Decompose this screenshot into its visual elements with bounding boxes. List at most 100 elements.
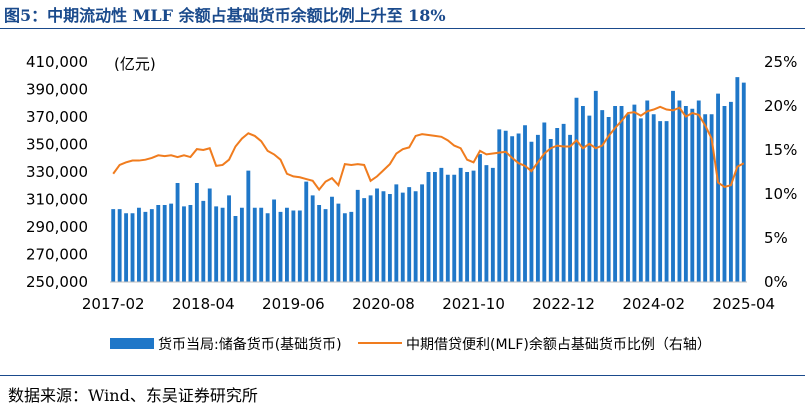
legend-line-label: 中期借贷便利(MLF)余额占基础货币比例（右轴）: [406, 336, 711, 353]
y-right-tick-label: 25%: [764, 53, 797, 71]
y-left-tick-label: 370,000: [26, 108, 88, 126]
bar: [304, 181, 309, 283]
bar: [542, 122, 547, 282]
x-tick-label: 2022-12: [532, 295, 595, 313]
bar: [182, 206, 186, 283]
bar: [387, 194, 392, 282]
bar: [220, 207, 225, 282]
bar: [716, 93, 720, 283]
bar: [703, 114, 708, 282]
bar: [162, 205, 167, 282]
bar: [156, 205, 161, 282]
bar: [458, 167, 463, 283]
bar: [638, 118, 643, 283]
bar: [439, 167, 444, 283]
bar: [593, 90, 598, 283]
bar: [535, 134, 540, 283]
bar: [580, 106, 585, 282]
bar: [587, 115, 592, 283]
bar: [696, 100, 701, 282]
bar: [664, 121, 669, 283]
bar: [323, 209, 328, 283]
bar: [529, 141, 534, 282]
x-tick-label: 2021-10: [442, 295, 505, 313]
mlf-chart: (亿元) 250,000 270,000 290,000 310,000 330,000…: [26, 53, 797, 353]
figure-title: 图5：中期流动性 MLF 余额占基础货币余额比例上升至 18%: [4, 6, 446, 25]
bar: [143, 211, 148, 283]
bar: [568, 134, 572, 283]
bar: [278, 211, 283, 283]
x-tick-label: 2018-04: [172, 295, 235, 313]
bar: [317, 205, 322, 282]
bar: [490, 167, 495, 283]
bar: [400, 192, 405, 283]
bar: [239, 207, 244, 282]
bar: [516, 133, 521, 282]
unit-label: (亿元): [114, 55, 156, 73]
bar: [233, 216, 238, 282]
bar: [613, 106, 618, 282]
bar: [169, 203, 174, 283]
bar: [503, 130, 508, 282]
legend-bar-label: 货币当局:储备货币(基础货币): [158, 336, 342, 353]
bar: [471, 170, 476, 283]
x-tick-label: 2020-08: [352, 295, 415, 313]
bar: [342, 213, 347, 282]
bar: [433, 172, 437, 282]
bar: [510, 136, 515, 282]
bar: [658, 121, 663, 283]
bar: [130, 213, 135, 282]
bar: [227, 195, 231, 283]
bar: [523, 125, 527, 282]
bar: [420, 184, 424, 283]
bar: [375, 188, 379, 282]
y-left-tick-label: 330,000: [26, 163, 88, 181]
bar: [394, 184, 399, 283]
y-right-tick-label: 0%: [764, 273, 788, 291]
x-tick-label: 2019-06: [262, 295, 325, 313]
bar: [645, 100, 650, 282]
bar: [426, 172, 431, 282]
y-left-tick-label: 410,000: [26, 53, 88, 71]
bar: [259, 207, 264, 282]
bar: [330, 196, 334, 282]
bar: [600, 110, 605, 283]
bar: [349, 211, 354, 283]
bar: [407, 187, 412, 283]
bar: [651, 114, 656, 282]
bar: [194, 183, 199, 282]
y-right-tick-label: 15%: [764, 141, 797, 159]
bar: [690, 108, 695, 282]
bar: [207, 188, 212, 282]
bar: [735, 77, 740, 283]
x-tick-label: 2017-02: [82, 295, 145, 313]
x-tick-label: 2025-04: [712, 295, 775, 313]
mlf-ratio-line: [112, 105, 745, 192]
bar: [381, 191, 386, 282]
bar: [619, 106, 624, 282]
bar: [149, 209, 154, 283]
y-left-tick-label: 290,000: [26, 218, 88, 236]
data-source: 数据来源：Wind、东吴证券研究所: [8, 386, 258, 405]
bar: [555, 128, 560, 282]
bar: [626, 114, 630, 282]
y-right-tick-label: 5%: [764, 229, 788, 247]
y-left-tick-label: 350,000: [26, 136, 88, 154]
y-left-tick-label: 310,000: [26, 191, 88, 209]
bar: [452, 174, 457, 282]
bar: [632, 104, 637, 283]
bar: [265, 213, 270, 282]
bar: [548, 139, 553, 282]
bar: [137, 207, 141, 282]
bar: [272, 199, 277, 282]
left-axis-ticks: 250,000 270,000 290,000 310,000 330,000 350,0…: [26, 53, 88, 291]
bar: [465, 172, 470, 282]
x-axis-ticks: 2017-02 2018-04 2019-06 2020-08 2021-10 2022-…: [82, 295, 775, 313]
bar: [246, 170, 251, 283]
bar: [677, 100, 682, 282]
legend-bar-swatch: [110, 338, 154, 349]
y-left-tick-label: 250,000: [26, 273, 88, 291]
bar: [722, 106, 727, 282]
bar: [683, 106, 688, 282]
y-left-tick-label: 270,000: [26, 246, 88, 264]
